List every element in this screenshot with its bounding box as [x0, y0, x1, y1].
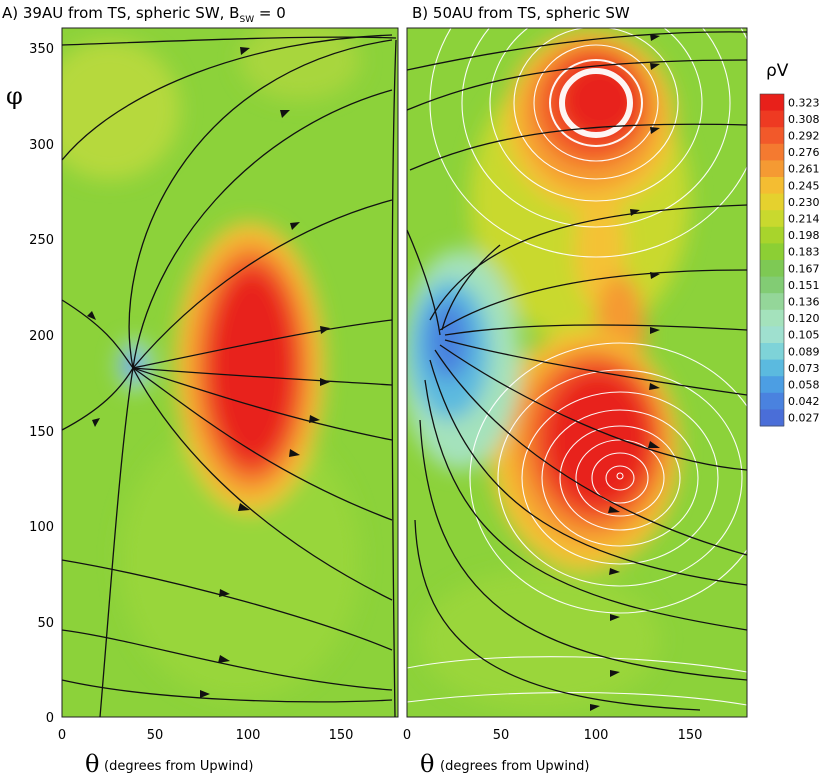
colorbar-level-label: 0.230 — [788, 196, 820, 209]
colorbar-swatch — [760, 110, 784, 128]
colorbar-level-label: 0.292 — [788, 130, 820, 143]
colorbar-swatch — [760, 293, 784, 311]
colorbar-level-label: 0.027 — [788, 412, 820, 425]
colorbar-level-label: 0.245 — [788, 179, 820, 192]
colorbar-level-label: 0.136 — [788, 296, 820, 309]
panel-a-title: A) 39AU from TS, spheric SW, BSW = 0 — [2, 4, 286, 25]
panel-b-contours — [407, 28, 747, 706]
svg-text:200: 200 — [29, 329, 54, 344]
panel-b-streamlines — [406, 31, 748, 711]
panel-b-arrowheads — [590, 34, 660, 711]
colorbar-swatch — [760, 193, 784, 211]
colorbar-swatch — [760, 127, 784, 145]
panel-a-x-symbol: θ — [85, 750, 99, 776]
panel-b-x-ticks: 0 50 100 150 — [403, 728, 703, 743]
colorbar-swatch — [760, 309, 784, 327]
colorbar-swatch — [760, 94, 784, 112]
panel-a-x-ticks: 0 50 100 150 — [58, 728, 354, 743]
panel-a-x-label: (degrees from Upwind) — [104, 759, 254, 774]
colorbar-swatch — [760, 343, 784, 361]
svg-text:0: 0 — [403, 728, 411, 743]
panel-b-title: B) 50AU from TS, spheric SW — [412, 4, 630, 22]
colorbar-level-label: 0.167 — [788, 262, 820, 275]
colorbar-swatch — [760, 210, 784, 228]
colorbar-label: ρV — [766, 61, 789, 81]
colorbar-level-label: 0.183 — [788, 246, 820, 259]
panel-a-arrowheads — [87, 47, 330, 698]
colorbar-level-label: 0.058 — [788, 379, 820, 392]
colorbar-swatch — [760, 392, 784, 410]
svg-text:100: 100 — [29, 520, 54, 535]
panel-b-plot — [407, 28, 747, 717]
panel-a-plot — [62, 28, 398, 717]
colorbar-level-label: 0.308 — [788, 113, 820, 126]
colorbar: 0.323 0.308 0.292 0.276 0.261 0.245 0.230 0.214… — [759, 93, 820, 427]
svg-text:350: 350 — [29, 42, 54, 57]
panel-b-x-label: (degrees from Upwind) — [440, 759, 590, 774]
colorbar-level-label: 0.323 — [788, 96, 820, 109]
colorbar-level-label: 0.214 — [788, 213, 820, 226]
colorbar-swatch — [760, 359, 784, 377]
svg-text:150: 150 — [678, 728, 703, 743]
svg-text:50: 50 — [37, 616, 54, 631]
panel-a-y-ticks: 0 50 100 150 200 250 300 350 — [29, 42, 54, 726]
colorbar-swatch — [760, 326, 784, 344]
panel-b-frame — [406, 27, 748, 718]
svg-text:250: 250 — [29, 233, 54, 248]
colorbar-level-label: 0.120 — [788, 312, 820, 325]
colorbar-swatch — [760, 243, 784, 261]
colorbar-level-label: 0.198 — [788, 229, 820, 242]
panel-a-y-symbol: φ — [6, 82, 23, 110]
svg-text:100: 100 — [236, 728, 261, 743]
colorbar-level-label: 0.151 — [788, 279, 820, 292]
svg-text:0: 0 — [46, 711, 54, 726]
panel-b-x-symbol: θ — [420, 750, 434, 776]
colorbar-swatch — [760, 226, 784, 244]
svg-text:100: 100 — [584, 728, 609, 743]
panel-a-streamlines — [61, 34, 397, 718]
panel-a-frame — [61, 27, 399, 718]
colorbar-swatch — [760, 276, 784, 294]
colorbar-swatch — [760, 177, 784, 195]
svg-text:0: 0 — [58, 728, 66, 743]
colorbar-frame — [759, 93, 785, 427]
colorbar-swatch — [760, 376, 784, 394]
svg-text:50: 50 — [493, 728, 510, 743]
colorbar-swatch — [760, 409, 784, 427]
colorbar-level-label: 0.105 — [788, 329, 820, 342]
svg-text:300: 300 — [29, 138, 54, 153]
svg-text:150: 150 — [29, 425, 54, 440]
colorbar-swatch — [760, 143, 784, 161]
colorbar-level-label: 0.276 — [788, 146, 820, 159]
colorbar-swatch — [760, 160, 784, 178]
colorbar-level-label: 0.073 — [788, 362, 820, 375]
colorbar-level-label: 0.042 — [788, 395, 820, 408]
svg-text:50: 50 — [147, 728, 164, 743]
colorbar-swatch — [760, 260, 784, 278]
svg-text:150: 150 — [329, 728, 354, 743]
colorbar-level-label: 0.261 — [788, 163, 820, 176]
colorbar-level-label: 0.089 — [788, 345, 820, 358]
